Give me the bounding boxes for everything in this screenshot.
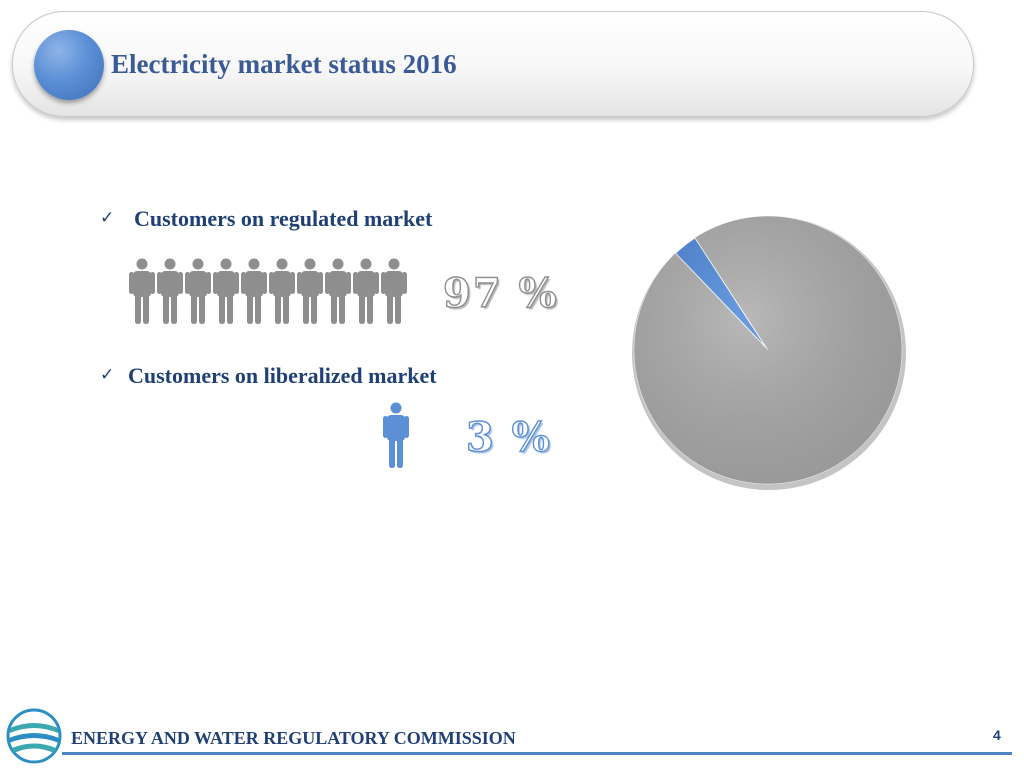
liberalized-percent: 3 % (465, 413, 552, 461)
footer-organization: ENERGY AND WATER REGULATORY COMMISSION (71, 728, 516, 748)
person-icon (381, 258, 407, 324)
person-icon (353, 258, 379, 324)
person-icon (269, 258, 295, 324)
regulated-percent: 97 % (442, 269, 559, 317)
market-pie-chart (632, 215, 906, 490)
ewrc-logo-icon (6, 708, 62, 764)
person-icon (129, 258, 155, 324)
footer-divider (62, 752, 1012, 755)
title-orb-icon (34, 30, 104, 100)
liberalized-people-icons (383, 402, 409, 468)
pie-shading (634, 216, 902, 484)
slide-title: Electricity market status 2016 (111, 49, 457, 79)
checkmark-icon: ✓ (100, 365, 115, 385)
checkmark-icon: ✓ (100, 208, 115, 228)
title-bar (12, 11, 974, 117)
person-icon (383, 402, 409, 468)
page-number: 4 (993, 727, 1001, 743)
person-icon (157, 258, 183, 324)
person-icon (185, 258, 211, 324)
person-icon (297, 258, 323, 324)
person-icon (325, 258, 351, 324)
regulated-people-icons (129, 258, 407, 324)
bullet-regulated-label: Customers on regulated market (134, 206, 433, 231)
person-icon (241, 258, 267, 324)
bullet-liberalized-label: Customers on liberalized market (128, 363, 437, 388)
person-icon (213, 258, 239, 324)
